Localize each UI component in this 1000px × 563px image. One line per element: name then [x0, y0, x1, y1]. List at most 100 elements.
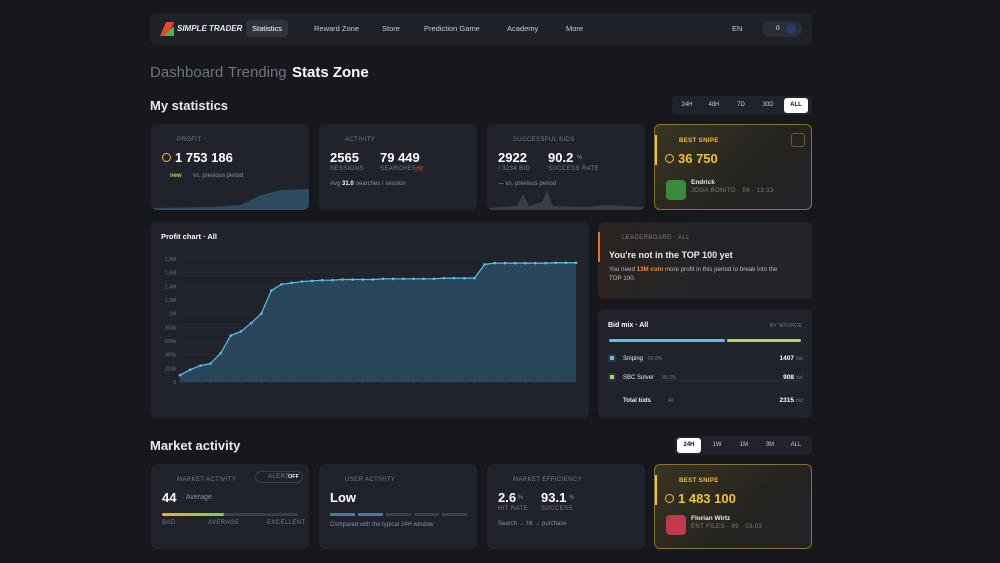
- point: [463, 276, 466, 280]
- section-title: Market activity: [150, 438, 241, 453]
- total-unit: bid: [796, 398, 803, 404]
- accent: [598, 232, 600, 262]
- tab[interactable]: Stats Zone: [292, 64, 369, 81]
- rate-label: SUCCESS RATE: [548, 166, 600, 172]
- player-name: Florian Wirtz: [691, 515, 731, 522]
- level-bar: [386, 513, 411, 516]
- scale-label: EXCELLENT: [267, 520, 306, 526]
- success-label: SUCCESS: [541, 506, 573, 512]
- alert-label: ALERT: [268, 474, 290, 480]
- mix-bar: [609, 339, 725, 342]
- point: [361, 278, 365, 281]
- card-title: Bid mix · All: [608, 322, 648, 329]
- row-swatch: [610, 356, 614, 360]
- coin-pill[interactable]: 0: [762, 21, 802, 37]
- card-label: LEADERBOARD · ALL: [622, 235, 690, 241]
- note: — vs. previous period: [498, 181, 557, 187]
- y-tick-label: 1.2M: [165, 298, 176, 304]
- point: [270, 289, 273, 292]
- success-unit: %: [569, 495, 575, 501]
- accent: [655, 135, 657, 165]
- row-share: 39.2%: [662, 375, 677, 381]
- nav-item[interactable]: Store: [382, 24, 400, 33]
- avatar: [786, 24, 796, 34]
- level-bar: [414, 513, 439, 516]
- y-tick-label: 600k: [165, 339, 176, 345]
- efficiency-card: MARKET EFFICIENCY 2.6 % HIT RATE 93.1 % …: [487, 464, 645, 549]
- point: [300, 280, 304, 283]
- sparkline: [487, 190, 645, 210]
- alert-toggle[interactable]: ALERT OFF: [255, 471, 303, 483]
- badge: HI: [415, 166, 424, 172]
- range[interactable]: 1M: [739, 442, 749, 448]
- nav-item[interactable]: Prediction Game: [424, 24, 480, 33]
- point: [544, 261, 547, 265]
- range[interactable]: ALL: [784, 98, 808, 113]
- badge: new: [170, 173, 182, 179]
- point: [178, 373, 182, 377]
- scale-label: AVERAGE: [208, 520, 240, 526]
- point: [290, 281, 293, 285]
- bids-card: SUCCESSFUL BIDS 2922 / 3234 BID 90.2 % S…: [487, 124, 645, 210]
- accent: [655, 475, 657, 505]
- share-button[interactable]: [791, 133, 805, 147]
- point: [422, 277, 425, 281]
- point: [249, 321, 253, 325]
- range[interactable]: 48H: [708, 102, 720, 108]
- success-value: 93.1: [541, 490, 567, 505]
- note-suffix: searches / session: [356, 181, 406, 187]
- hit-label: HIT RATE: [498, 506, 528, 512]
- range[interactable]: 30D: [762, 102, 774, 108]
- point: [310, 279, 314, 283]
- total-count: 2315: [780, 397, 795, 404]
- sessions-value: 2565: [330, 150, 359, 165]
- point: [503, 261, 507, 265]
- sessions-label: SESSIONS: [330, 166, 364, 172]
- range[interactable]: 24H: [681, 102, 693, 108]
- sparkline: [151, 189, 309, 210]
- point: [320, 278, 324, 282]
- range[interactable]: 3M: [765, 442, 775, 448]
- nav-item[interactable]: More: [566, 24, 584, 33]
- point: [199, 364, 202, 367]
- logo-icon: [160, 22, 174, 36]
- y-tick-label: 1.8M: [165, 257, 176, 263]
- profit-chart: Profit chart · All 0 200k 400k 600k 800k 1M 1.…: [161, 232, 578, 386]
- nav-item[interactable]: Statistics: [246, 20, 289, 37]
- point: [513, 261, 517, 265]
- point: [564, 261, 568, 265]
- point: [432, 277, 436, 281]
- highlight: 13M coin: [636, 266, 664, 273]
- row-count: 908: [783, 374, 794, 381]
- bid-mix-card: Bid mix · All BY SOURCE Total bids All 2…: [598, 309, 812, 418]
- range-group: 24H 48H 7D 30D ALL: [672, 96, 812, 115]
- market-level: · Average: [182, 494, 212, 501]
- range[interactable]: 24H: [677, 438, 701, 453]
- point: [554, 261, 557, 265]
- total-scope: All: [668, 398, 674, 404]
- point: [351, 278, 354, 281]
- player-image: [666, 515, 686, 535]
- range[interactable]: 7D: [737, 102, 745, 108]
- y-tick-label: 200k: [165, 366, 176, 372]
- point: [493, 261, 497, 265]
- note: Compared with the typical 24H window: [330, 522, 434, 528]
- row-unit: bid: [796, 356, 803, 362]
- point: [574, 261, 578, 265]
- card-subtitle: BY SOURCE: [770, 323, 803, 329]
- level-bar: [330, 513, 355, 516]
- text: You need: [609, 266, 635, 273]
- range[interactable]: 1W: [712, 442, 722, 448]
- nav-item[interactable]: Reward Zone: [314, 24, 360, 33]
- y-tick-label: 1M: [169, 312, 176, 318]
- nav-item[interactable]: Academy: [507, 24, 539, 33]
- tab[interactable]: Trending: [228, 64, 287, 81]
- language[interactable]: EN: [732, 24, 743, 33]
- range[interactable]: ALL: [790, 442, 802, 448]
- note-value: 31.0: [342, 181, 354, 187]
- level-bar: [442, 513, 467, 516]
- note-prefix: Avg: [330, 181, 341, 187]
- tab[interactable]: Dashboard: [150, 64, 224, 81]
- point: [341, 278, 344, 281]
- gauge: [162, 513, 298, 516]
